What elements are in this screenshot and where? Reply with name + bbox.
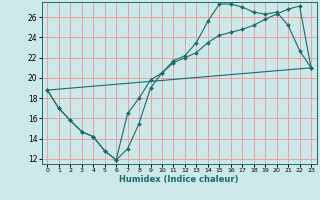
X-axis label: Humidex (Indice chaleur): Humidex (Indice chaleur) bbox=[119, 175, 239, 184]
